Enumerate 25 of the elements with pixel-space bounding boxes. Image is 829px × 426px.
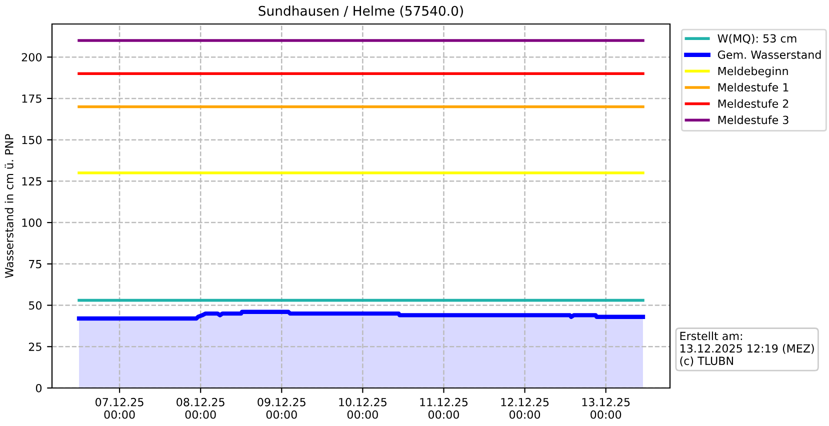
x-tick-label: 13.12.25 00:00	[582, 398, 630, 419]
chart-title: Sundhausen / Helme (57540.0)	[258, 6, 463, 18]
y-tick-label: 100	[22, 218, 42, 227]
y-tick-label: 200	[22, 53, 42, 62]
legend-label: Meldestufe 3	[718, 116, 788, 124]
legend-label: Meldestufe 2	[718, 99, 788, 108]
y-axis-title: Wasserstand in cm ü. PNP	[4, 134, 14, 278]
legend-label: W(MQ): 53 cm	[718, 34, 796, 44]
y-tick-label: 125	[22, 177, 42, 186]
y-tick-label: 50	[28, 301, 42, 310]
x-tick-label: 12.12.25 00:00	[501, 398, 549, 419]
legend-label: Meldebeginn	[718, 66, 788, 78]
x-tick-label: 10.12.25 00:00	[339, 398, 386, 419]
x-tick-label: 07.12.25 00:00	[96, 398, 144, 419]
x-tick-label: 09.12.25 00:00	[258, 398, 306, 419]
y-tick-label: 175	[22, 94, 42, 103]
y-tick-label: 150	[22, 136, 42, 144]
text: Erstellt am: 13.12.2025 12:19 (MEZ) (c) TLUBN	[680, 332, 814, 366]
x-tick-label: 11.12.25 00:00	[420, 398, 468, 419]
y-tick-label: 25	[28, 342, 42, 352]
y-tick-label: 75	[29, 260, 42, 268]
y-tick-label: 0	[36, 384, 42, 392]
legend-label: Gem. Wasserstand	[718, 50, 821, 59]
legend-label: Meldestufe 1	[718, 82, 788, 92]
x-tick-label: 08.12.25 00:00	[176, 398, 224, 419]
